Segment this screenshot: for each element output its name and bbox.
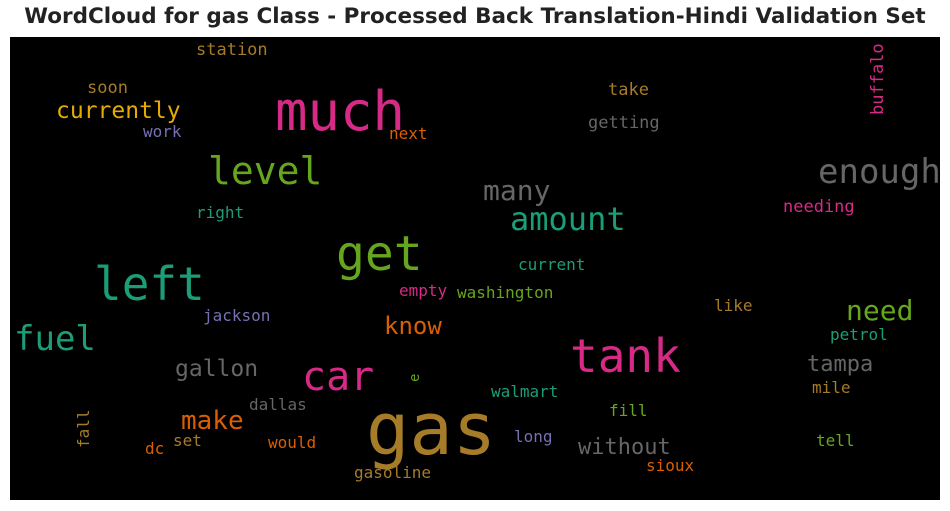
word-sioux: sioux [646, 456, 695, 475]
word-set: set [173, 431, 202, 450]
word-tell: tell [816, 431, 855, 450]
word-tank: tank [570, 329, 681, 383]
word-dc: dc [145, 439, 165, 458]
word-would: would [268, 433, 317, 452]
word-enough: enough [818, 152, 940, 192]
word-station: station [196, 40, 268, 60]
word-long: long [514, 427, 553, 446]
word-jackson: jackson [203, 306, 271, 325]
word-buffalo: buffalo [868, 43, 888, 115]
word-get: get [336, 226, 423, 282]
word-currently: currently [56, 98, 181, 124]
word-fill: fill [609, 401, 648, 420]
word-tampa: tampa [807, 352, 874, 377]
word-much: much [275, 80, 406, 143]
word-gallon: gallon [175, 356, 259, 382]
word-walmart: walmart [491, 382, 559, 401]
word-next: next [389, 124, 428, 143]
word-petrol: petrol [830, 325, 888, 344]
chart-title: WordCloud for gas Class - Processed Back… [24, 4, 926, 29]
word-know: know [384, 312, 442, 340]
word-washington: washington [457, 283, 554, 302]
word-take: take [608, 80, 649, 100]
word-right: right [196, 203, 245, 222]
word-level: level [208, 149, 323, 193]
word-work: work [143, 122, 182, 141]
word-gasoline: gasoline [354, 463, 432, 482]
word-empty: empty [399, 281, 448, 300]
word-gas: gas [366, 387, 497, 471]
word-getting: getting [588, 113, 660, 133]
word-e: e [407, 373, 423, 382]
word-left: left [94, 257, 205, 311]
word-need: need [846, 294, 914, 327]
word-needing: needing [783, 197, 855, 217]
word-fuel: fuel [14, 319, 96, 359]
word-fall: fall [74, 409, 93, 448]
word-like: like [714, 296, 753, 315]
word-cloud: gas much tank left get car level enough … [10, 37, 940, 500]
word-mile: mile [812, 378, 851, 397]
word-soon: soon [87, 78, 128, 98]
word-car: car [302, 354, 375, 400]
word-make: make [181, 406, 244, 436]
word-many: many [483, 174, 551, 207]
word-dallas: dallas [249, 395, 307, 414]
word-current: current [518, 255, 586, 274]
word-amount: amount [510, 200, 626, 238]
word-without: without [578, 435, 671, 460]
